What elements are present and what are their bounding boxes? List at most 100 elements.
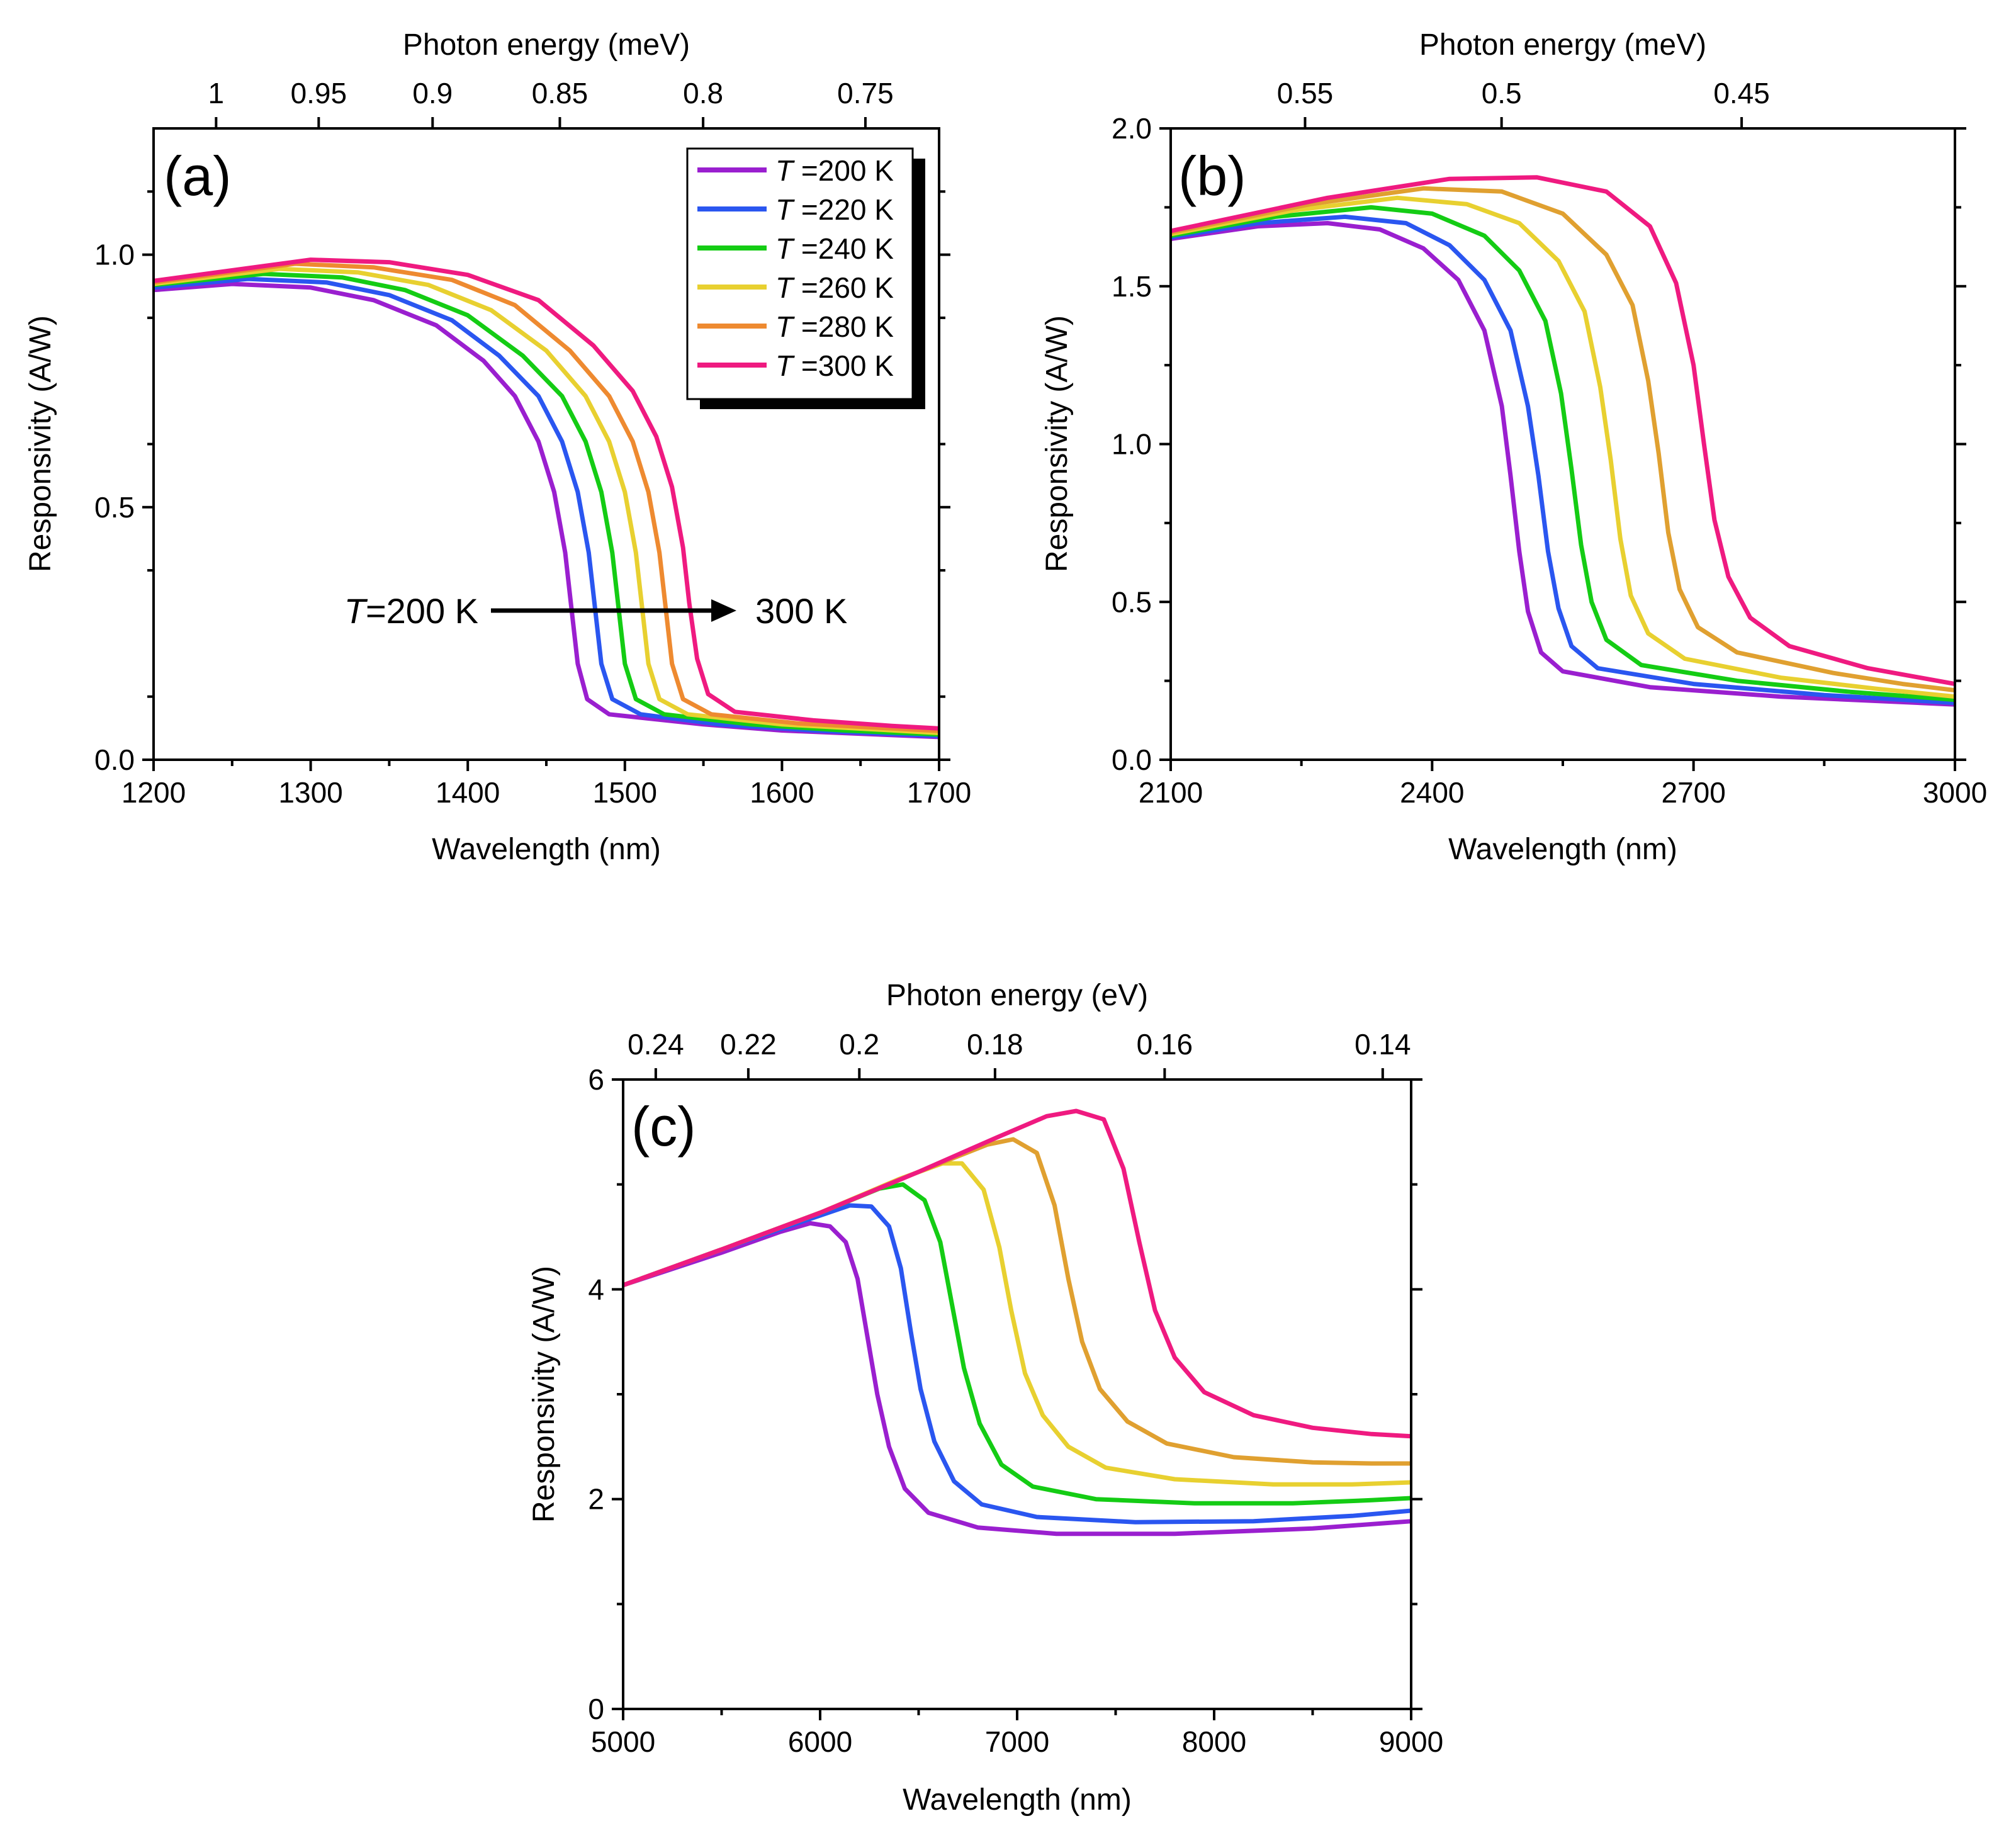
panel-a-xtick-label-3: 1500 — [593, 776, 657, 809]
annotation-left-value: =200 K — [366, 591, 478, 631]
panel-b-ticks-group: 2100 2400 2700 3000 0.0 0.5 1.0 1.5 2.0 0.55 0.5 0.… — [1112, 77, 1987, 809]
panel-a-series-4 — [154, 261, 939, 733]
panel-b-series-5 — [1171, 175, 1955, 687]
panel-a-xlabel: Wavelength (nm) — [432, 833, 661, 866]
panel-a-series-0 — [154, 281, 939, 740]
panel-c-xtick-label-4: 9000 — [1379, 1725, 1443, 1758]
panel-a-top-xlabel: Photon energy (meV) — [403, 28, 690, 62]
panel-c-top-tick-label-5: 0.14 — [1354, 1028, 1411, 1061]
panel-c-top-tick-label-0: 0.24 — [628, 1028, 684, 1061]
annotation-left-text: T=200 K — [344, 591, 478, 631]
panel-b-ytick-label-4: 2.0 — [1112, 112, 1152, 145]
panel-c-series-5 — [623, 1108, 1411, 1439]
panel-a-top-tick-label-2: 0.9 — [412, 77, 453, 110]
panel-b-ytick-label-0: 0.0 — [1112, 743, 1152, 776]
panel-a-ytick-label-2: 1.0 — [94, 239, 135, 271]
legend-label-text-1: =220 K — [793, 193, 894, 226]
panel-a-series-1 — [154, 276, 939, 738]
legend-label-0: T =200 K — [775, 154, 894, 187]
panel-c-ytick-label-2: 4 — [588, 1273, 604, 1305]
panel-a: 1200 1300 1400 1500 1600 1700 0.0 0.5 1.0 1 0.95 0.… — [24, 28, 971, 866]
panel-b-xtick-label-0: 2100 — [1139, 776, 1203, 809]
panel-c-label: (c) — [631, 1095, 696, 1158]
panel-a-series-5 — [154, 257, 939, 731]
panel-a-xtick-label-4: 1600 — [750, 776, 814, 809]
legend-label-var-4: T — [775, 310, 795, 343]
annotation-arrow-head — [711, 599, 736, 622]
panel-b-series-3 — [1171, 195, 1955, 699]
panel-c-ytick-label-1: 2 — [588, 1483, 604, 1516]
panel-b: 2100 2400 2700 3000 0.0 0.5 1.0 1.5 2.0 0.55 0.5 0.… — [1040, 28, 1987, 866]
panel-b-xtick-label-2: 2700 — [1661, 776, 1725, 809]
panel-a-xtick-label-2: 1400 — [436, 776, 500, 809]
panel-c-series-group — [623, 1108, 1411, 1536]
panel-c-top-tick-label-1: 0.22 — [720, 1028, 777, 1061]
panel-c-series-0 — [623, 1221, 1411, 1536]
panel-c-xtick-label-0: 5000 — [591, 1725, 655, 1758]
legend-label-var-0: T — [775, 154, 795, 187]
panel-b-series-2 — [1171, 205, 1955, 702]
panel-c-ylabel: Responsivity (A/W) — [527, 1266, 561, 1523]
panel-c-series-1 — [623, 1203, 1411, 1525]
panel-b-ytick-label-1: 0.5 — [1112, 585, 1152, 618]
panel-b-label: (b) — [1178, 145, 1246, 207]
panel-b-ytick-label-2: 1.0 — [1112, 428, 1152, 461]
panel-c-xlabel: Wavelength (nm) — [903, 1783, 1132, 1817]
panel-a-series-2 — [154, 271, 939, 737]
panel-a-series-3 — [154, 266, 939, 735]
panel-c-top-tick-label-3: 0.18 — [967, 1028, 1023, 1061]
legend-label-var-5: T — [775, 349, 795, 382]
legend-label-text-3: =260 K — [793, 271, 894, 304]
panel-b-ytick-label-3: 1.5 — [1112, 270, 1152, 303]
panel-b-series-4 — [1171, 186, 1955, 693]
panel-a-series-group — [154, 257, 939, 740]
panel-b-series-0 — [1171, 221, 1955, 707]
legend-label-4: T =280 K — [775, 310, 894, 343]
panel-c-top-tick-label-4: 0.16 — [1137, 1028, 1193, 1061]
legend-label-2: T =240 K — [775, 232, 894, 265]
panel-a-legend-entries: T =200 KT =220 KT =240 KT =260 KT =280 K… — [697, 154, 894, 382]
panel-c-ytick-label-3: 6 — [588, 1063, 604, 1096]
panel-a-top-tick-label-1: 0.95 — [291, 77, 347, 110]
panel-a-top-tick-label-0: 1 — [208, 77, 225, 110]
panel-a-top-tick-label-4: 0.8 — [683, 77, 723, 110]
panel-b-series-group — [1171, 175, 1955, 707]
panel-a-xtick-label-0: 1200 — [121, 776, 186, 809]
panel-b-series-1 — [1171, 214, 1955, 706]
panel-c-top-xlabel: Photon energy (eV) — [886, 979, 1148, 1012]
panel-c-xtick-label-1: 6000 — [788, 1725, 852, 1758]
panel-a-annotation: T=200 K 300 K — [344, 591, 848, 631]
legend-label-1: T =220 K — [775, 193, 894, 226]
panel-b-top-xlabel: Photon energy (meV) — [1419, 28, 1706, 62]
legend-label-text-4: =280 K — [793, 310, 894, 343]
panel-a-xtick-label-5: 1700 — [907, 776, 971, 809]
panel-a-ylabel: Responsivity (A/W) — [24, 315, 57, 572]
panel-b-ylabel: Responsivity (A/W) — [1040, 315, 1074, 572]
annotation-right-text: 300 K — [755, 591, 847, 631]
panel-c: 5000 6000 7000 8000 9000 0 2 4 6 0.24 0.22 0.2 0.18 0… — [527, 979, 1443, 1817]
panel-c-ytick-label-0: 0 — [588, 1693, 604, 1725]
legend-label-3: T =260 K — [775, 271, 894, 304]
panel-a-label: (a) — [164, 145, 232, 207]
legend-label-var-1: T — [775, 193, 795, 226]
legend-label-text-5: =300 K — [793, 349, 894, 382]
panel-a-top-tick-label-3: 0.85 — [532, 77, 588, 110]
legend-label-text-2: =240 K — [793, 232, 894, 265]
panel-c-top-tick-label-2: 0.2 — [839, 1028, 879, 1061]
panel-a-ticks-group: 1200 1300 1400 1500 1600 1700 0.0 0.5 1.0 1 0.95 0.… — [94, 77, 971, 809]
panel-b-top-tick-label-1: 0.5 — [1482, 77, 1522, 110]
panel-c-xtick-label-2: 7000 — [985, 1725, 1049, 1758]
panel-a-ytick-label-0: 0.0 — [94, 743, 135, 776]
panel-b-top-tick-label-2: 0.45 — [1713, 77, 1770, 110]
panel-b-xtick-label-1: 2400 — [1400, 776, 1464, 809]
panel-a-top-tick-label-5: 0.75 — [837, 77, 894, 110]
legend-label-var-2: T — [775, 232, 795, 265]
annotation-left-var: T — [344, 591, 368, 631]
panel-b-top-tick-label-0: 0.55 — [1277, 77, 1334, 110]
panel-a-legend: T =200 KT =220 KT =240 KT =260 KT =280 K… — [686, 147, 925, 409]
panel-a-legend-box — [686, 147, 914, 400]
panel-a-xtick-label-1: 1300 — [278, 776, 342, 809]
panel-c-xtick-label-3: 8000 — [1182, 1725, 1246, 1758]
legend-label-5: T =300 K — [775, 349, 894, 382]
